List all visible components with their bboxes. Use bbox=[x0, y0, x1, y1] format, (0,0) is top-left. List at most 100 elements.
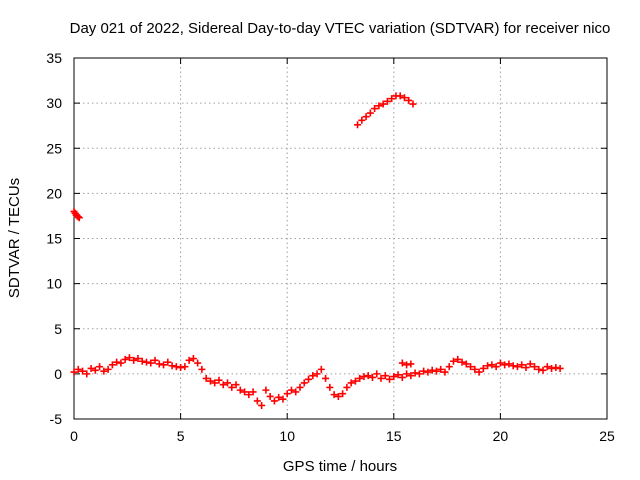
data-point bbox=[415, 370, 423, 378]
data-point bbox=[104, 365, 112, 373]
data-point bbox=[334, 392, 342, 400]
y-axis-label: SDTVAR / TECUs bbox=[6, 178, 23, 298]
data-point bbox=[313, 370, 321, 378]
data-point bbox=[279, 395, 287, 403]
data-point bbox=[125, 354, 133, 362]
data-point bbox=[556, 364, 564, 372]
data-point bbox=[138, 357, 146, 365]
data-point bbox=[396, 92, 404, 100]
x-tick-label: 10 bbox=[279, 428, 295, 444]
data-point bbox=[75, 214, 83, 222]
data-point bbox=[386, 375, 394, 383]
data-point bbox=[181, 363, 189, 371]
x-tick-label: 5 bbox=[177, 428, 185, 444]
data-point bbox=[441, 368, 449, 376]
y-tick-label: 15 bbox=[46, 231, 62, 247]
data-point bbox=[375, 102, 383, 110]
data-point bbox=[74, 213, 82, 221]
data-point bbox=[117, 359, 125, 367]
data-point bbox=[458, 358, 466, 366]
data-point bbox=[407, 372, 415, 380]
data-point bbox=[543, 363, 551, 371]
data-point bbox=[87, 364, 95, 372]
data-point bbox=[467, 363, 475, 371]
data-point bbox=[411, 369, 419, 377]
data-point bbox=[330, 391, 338, 399]
data-point bbox=[168, 362, 176, 370]
data-point bbox=[373, 370, 381, 378]
data-point bbox=[198, 365, 206, 373]
data-point bbox=[292, 388, 300, 396]
data-point bbox=[462, 360, 470, 368]
data-point bbox=[513, 363, 521, 371]
data-point bbox=[548, 364, 556, 372]
series-isolated bbox=[398, 359, 415, 369]
data-point bbox=[390, 373, 398, 381]
data-point bbox=[211, 379, 219, 387]
data-point bbox=[91, 366, 99, 374]
y-tick-label: 0 bbox=[54, 366, 62, 382]
data-point bbox=[339, 390, 347, 398]
data-point bbox=[501, 361, 509, 369]
data-point bbox=[394, 371, 402, 379]
data-point bbox=[454, 355, 462, 363]
data-point bbox=[358, 116, 366, 124]
data-point bbox=[305, 375, 313, 383]
data-point bbox=[275, 393, 283, 401]
data-point bbox=[488, 361, 496, 369]
data-point bbox=[552, 364, 560, 372]
data-points bbox=[70, 92, 564, 409]
data-point bbox=[113, 358, 121, 366]
data-point bbox=[224, 379, 232, 387]
data-point bbox=[403, 361, 411, 369]
x-tick-label: 25 bbox=[599, 428, 615, 444]
data-point bbox=[142, 358, 150, 366]
data-point bbox=[445, 363, 453, 371]
data-point bbox=[206, 377, 214, 385]
data-point bbox=[420, 367, 428, 375]
x-tick-label: 15 bbox=[386, 428, 402, 444]
data-point bbox=[177, 364, 185, 372]
data-point bbox=[539, 366, 547, 374]
data-point bbox=[388, 95, 396, 103]
x-tick-label: 0 bbox=[70, 428, 78, 444]
data-point bbox=[383, 97, 391, 105]
data-point bbox=[360, 373, 368, 381]
data-point bbox=[164, 358, 172, 366]
data-point bbox=[449, 357, 457, 365]
data-point bbox=[437, 365, 445, 373]
x-axis-label: GPS time / hours bbox=[283, 458, 397, 475]
data-point bbox=[535, 365, 543, 373]
series-main bbox=[70, 354, 564, 409]
data-point bbox=[398, 359, 406, 367]
data-point bbox=[317, 365, 325, 373]
data-point bbox=[202, 374, 210, 382]
data-point bbox=[185, 356, 193, 364]
data-point bbox=[155, 360, 163, 368]
data-point bbox=[471, 365, 479, 373]
data-point bbox=[189, 355, 197, 363]
data-point bbox=[296, 383, 304, 391]
data-point bbox=[526, 360, 534, 368]
y-tick-label: 35 bbox=[46, 50, 62, 66]
y-tick-label: 5 bbox=[54, 321, 62, 337]
data-point bbox=[79, 367, 87, 375]
data-point bbox=[381, 372, 389, 380]
data-point bbox=[70, 368, 78, 376]
data-point bbox=[398, 373, 406, 381]
data-point bbox=[258, 401, 266, 409]
data-point bbox=[479, 364, 487, 372]
data-point bbox=[400, 94, 408, 102]
data-point bbox=[83, 370, 91, 378]
data-point bbox=[270, 397, 278, 405]
data-point bbox=[475, 368, 483, 376]
data-point bbox=[266, 392, 274, 400]
data-point bbox=[228, 383, 236, 391]
y-tick-label: 25 bbox=[46, 140, 62, 156]
data-point bbox=[134, 355, 142, 363]
data-point bbox=[241, 388, 249, 396]
data-point bbox=[368, 373, 376, 381]
data-point bbox=[377, 374, 385, 382]
data-point bbox=[100, 367, 108, 375]
